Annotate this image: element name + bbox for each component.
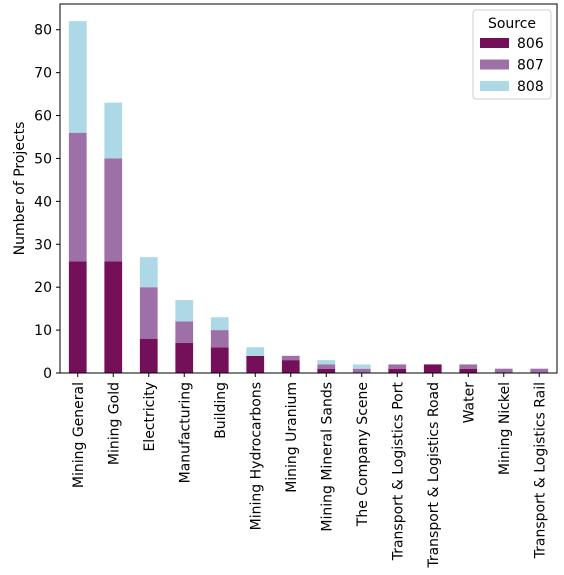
x-tick-label: Mining General bbox=[71, 382, 87, 488]
legend-swatch-806 bbox=[480, 38, 509, 48]
y-tick-label: 60 bbox=[34, 109, 52, 125]
legend-swatch-808 bbox=[480, 81, 509, 91]
legend-label-806: 806 bbox=[517, 36, 544, 52]
bar-807-2 bbox=[139, 287, 158, 339]
bar-808-8 bbox=[352, 364, 371, 369]
bar-807-8 bbox=[352, 368, 371, 373]
bar-807-1 bbox=[104, 158, 123, 262]
plot-frame bbox=[59, 3, 558, 374]
x-tick-label: Mining Gold bbox=[106, 382, 122, 465]
x-tick-label: Mining Uranium bbox=[284, 382, 300, 493]
x-tick-label: Transport & Logistics Rail bbox=[532, 382, 548, 559]
legend-swatch-807 bbox=[480, 59, 509, 70]
bar-808-5 bbox=[246, 347, 265, 356]
bars-layer bbox=[68, 21, 549, 373]
y-tick-label: 70 bbox=[34, 66, 52, 82]
y-axis-label: Number of Projects bbox=[12, 122, 28, 256]
y-tick-label: 10 bbox=[34, 323, 52, 339]
legend-label-807: 807 bbox=[517, 58, 544, 74]
legend-title: Source bbox=[488, 16, 536, 32]
bar-807-3 bbox=[175, 321, 194, 343]
y-tick-label: 40 bbox=[34, 194, 52, 210]
bar-806-6 bbox=[281, 360, 300, 373]
x-tick-label: Transport & Logistics Port bbox=[390, 381, 406, 561]
x-tick-label: Mining Hydrocarbons bbox=[248, 382, 264, 530]
bar-806-11 bbox=[459, 368, 478, 373]
bar-806-1 bbox=[104, 261, 123, 373]
bar-806-5 bbox=[246, 355, 265, 373]
x-tick-label: Electricity bbox=[142, 382, 158, 452]
bar-807-13 bbox=[530, 368, 549, 373]
bar-808-4 bbox=[210, 317, 229, 331]
x-tick-label: Mining Nickel bbox=[497, 382, 513, 475]
y-tick-label: 30 bbox=[34, 237, 52, 253]
bar-808-3 bbox=[175, 300, 194, 322]
bar-807-6 bbox=[281, 355, 300, 361]
bar-806-7 bbox=[317, 368, 336, 373]
bar-808-7 bbox=[317, 360, 336, 365]
legend-label-808: 808 bbox=[517, 79, 544, 95]
bar-807-9 bbox=[388, 364, 407, 369]
x-tick-label: The Company Scene bbox=[355, 382, 371, 527]
legend: Source 806 807 808 bbox=[472, 9, 552, 100]
bar-807-0 bbox=[68, 132, 87, 262]
bar-806-9 bbox=[388, 368, 407, 373]
bar-807-11 bbox=[459, 364, 478, 369]
y-tick-label: 20 bbox=[34, 280, 52, 296]
bar-807-4 bbox=[210, 330, 229, 348]
x-tick-label: Building bbox=[213, 382, 229, 439]
y-tick-label: 0 bbox=[43, 366, 52, 382]
legend-frame bbox=[472, 9, 552, 100]
bar-806-10 bbox=[423, 364, 442, 373]
bar-806-2 bbox=[139, 338, 158, 373]
y-tick-label: 80 bbox=[34, 23, 52, 39]
y-axis-ticks: 0 10 20 30 40 50 60 70 80 bbox=[34, 23, 60, 382]
x-tick-label: Mining Mineral Sands bbox=[319, 382, 335, 532]
y-tick-label: 50 bbox=[34, 151, 52, 167]
bar-807-7 bbox=[317, 364, 336, 369]
bar-808-0 bbox=[68, 21, 87, 133]
x-tick-label: Manufacturing bbox=[177, 382, 193, 483]
x-tick-label: Water bbox=[461, 382, 477, 424]
x-axis-ticks: Mining General Mining Gold Electricity Manu… bbox=[71, 373, 548, 569]
x-tick-label: Transport & Logistics Road bbox=[426, 382, 442, 569]
bar-806-4 bbox=[210, 347, 229, 373]
bar-808-1 bbox=[104, 102, 123, 159]
bar-807-12 bbox=[494, 368, 513, 373]
bar-806-0 bbox=[68, 261, 87, 373]
bar-806-3 bbox=[175, 342, 194, 373]
bar-808-2 bbox=[139, 257, 158, 288]
